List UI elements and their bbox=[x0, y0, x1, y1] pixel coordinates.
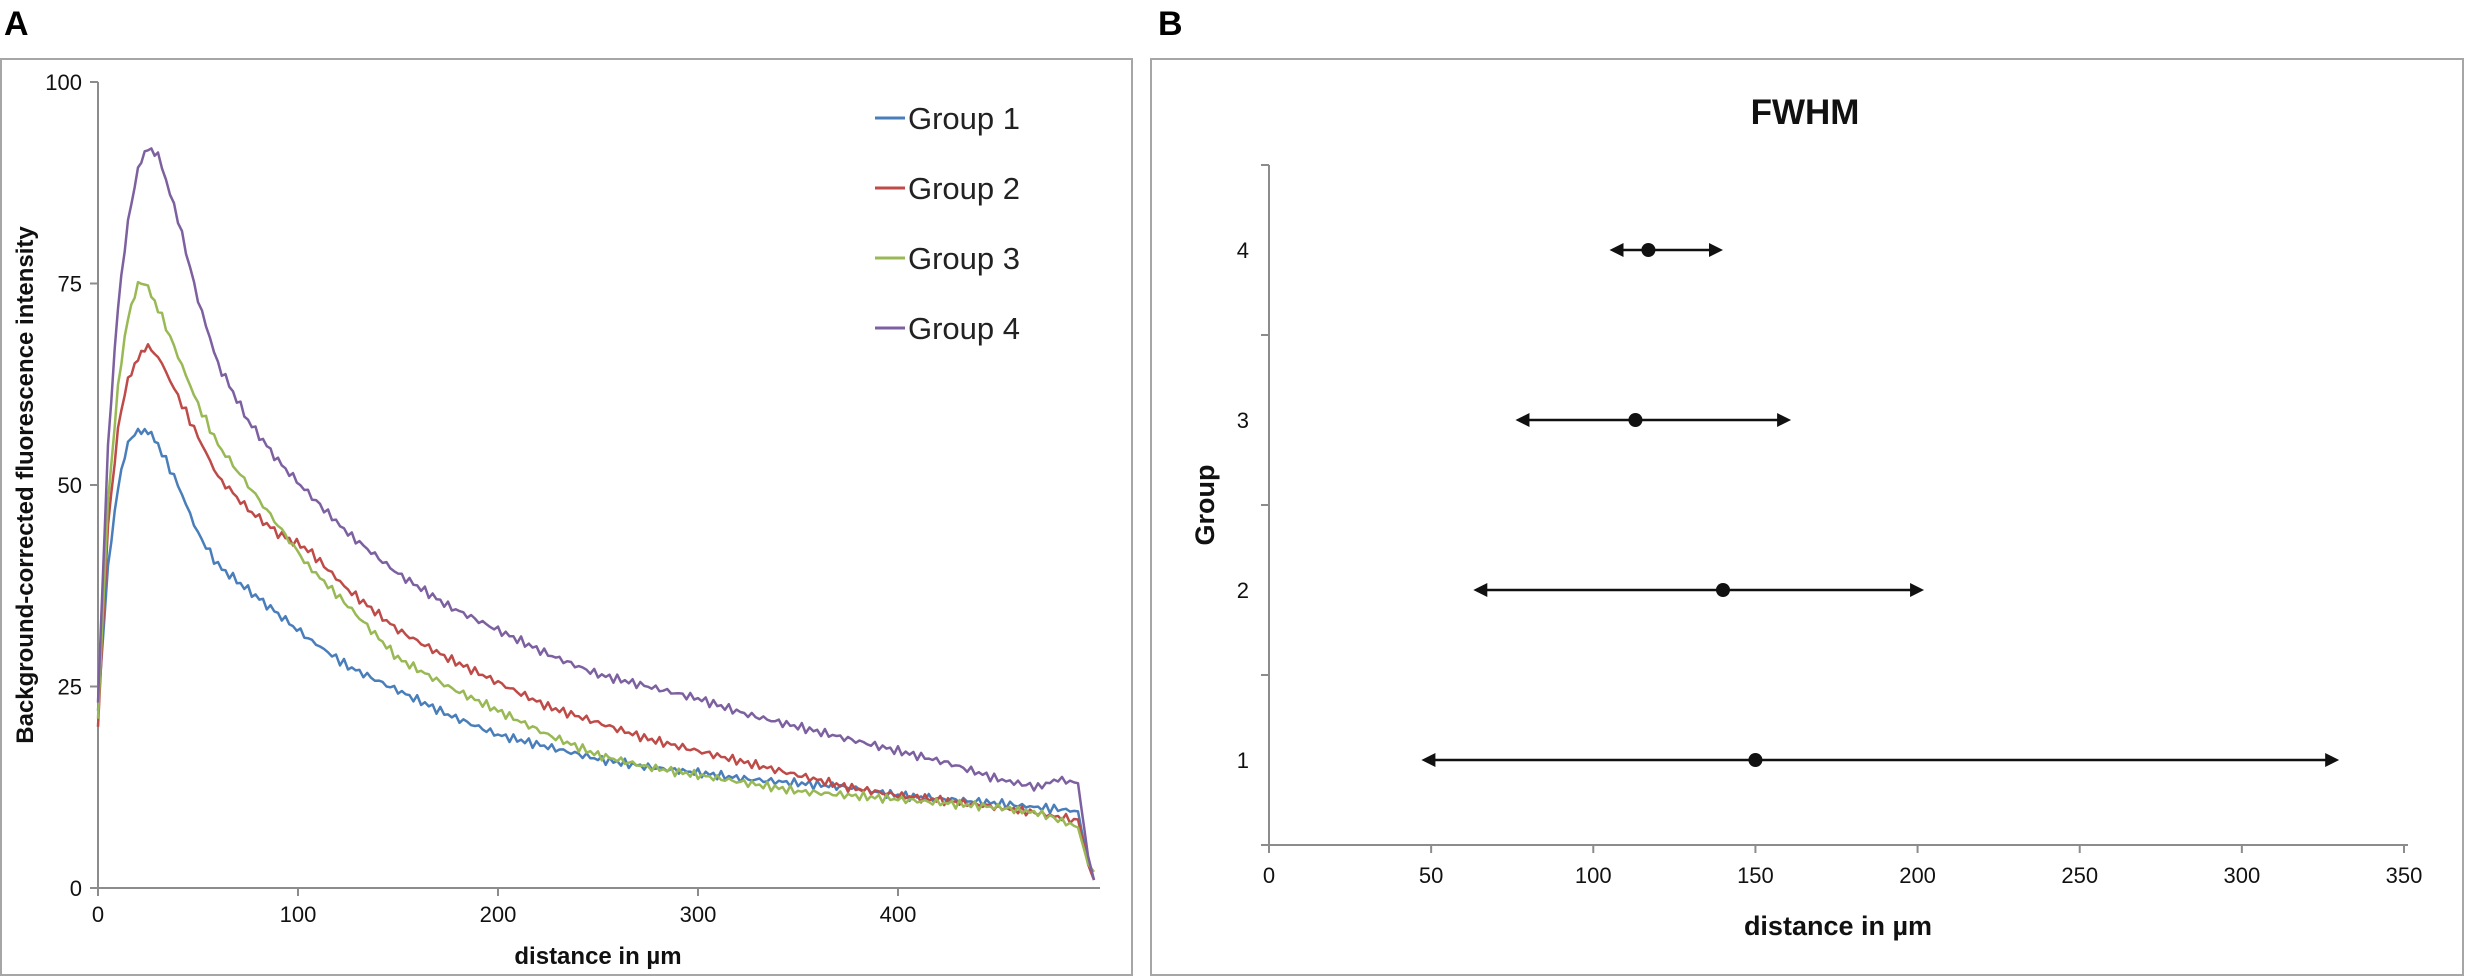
series-line-group-2 bbox=[96, 343, 1096, 881]
panel-b-y-axis-title: Group bbox=[1190, 465, 1220, 546]
panel-b-fwhm-chart: FWHM 0 50 100 150 200 250 300 350 1 2 3 4 distance … bbox=[1150, 58, 2464, 976]
panel-a-xtick-label: 200 bbox=[480, 902, 517, 927]
panel-b-xtick-label: 0 bbox=[1263, 863, 1275, 888]
error-bar-left-arrow-group-1 bbox=[1421, 753, 1436, 767]
panel-b-letter: B bbox=[1158, 5, 1183, 43]
panel-a-letter: A bbox=[4, 5, 29, 43]
panel-b-xtick-label: 250 bbox=[2061, 863, 2098, 888]
fwhm-point-group-1 bbox=[1748, 753, 1763, 767]
panel-a-ytick-label: 50 bbox=[58, 473, 82, 498]
fwhm-point-group-2 bbox=[1716, 583, 1730, 597]
panel-a-ytick-label: 0 bbox=[70, 876, 82, 901]
panel-b-xtick-label: 350 bbox=[2386, 863, 2423, 888]
panel-b-ticks: 0 50 100 150 200 250 300 350 1 2 3 4 bbox=[1237, 164, 2423, 888]
fwhm-point-group-3 bbox=[1628, 413, 1643, 427]
panel-a-x-axis-title: distance in µm bbox=[514, 943, 681, 970]
panel-b-title: FWHM bbox=[1751, 93, 1860, 132]
panel-a-legend: Group 1 Group 2 Group 3 Group 4 bbox=[875, 101, 1020, 346]
series-line-group-4 bbox=[96, 147, 1096, 881]
legend-label-group-1: Group 1 bbox=[908, 101, 1020, 136]
panel-a-y-axis-title: Background-corrected fluorescence intens… bbox=[12, 226, 39, 744]
legend-label-group-4: Group 4 bbox=[908, 311, 1020, 346]
panel-b-xtick-label: 100 bbox=[1575, 863, 1612, 888]
panel-b-xtick-label: 300 bbox=[2223, 863, 2260, 888]
panel-a-ytick-label: 100 bbox=[45, 70, 82, 95]
error-bar-left-arrow-group-4 bbox=[1609, 243, 1624, 257]
panel-b-xtick-label: 200 bbox=[1899, 863, 1936, 888]
panel-b-frame bbox=[1150, 58, 2464, 976]
panel-b-ytick-label: 3 bbox=[1237, 408, 1249, 433]
panel-b-xtick-label: 150 bbox=[1737, 863, 1774, 888]
panel-a-frame bbox=[0, 58, 1133, 976]
series-line-group-3 bbox=[96, 280, 1095, 873]
panel-a-ticks: 0 25 50 75 100 0 100 200 300 400 bbox=[45, 70, 916, 927]
panel-a-series-lines bbox=[96, 147, 1096, 881]
legend-label-group-2: Group 2 bbox=[908, 171, 1020, 206]
error-bar-right-arrow-group-1 bbox=[2325, 753, 2340, 767]
panel-b-xtick-label: 50 bbox=[1419, 863, 1443, 888]
panel-b-ytick-label: 4 bbox=[1237, 238, 1249, 263]
error-bar-right-arrow-group-3 bbox=[1777, 413, 1792, 427]
error-bar-left-arrow-group-2 bbox=[1473, 583, 1488, 597]
panel-a-ytick-label: 25 bbox=[58, 675, 82, 700]
panel-a-xtick-label: 0 bbox=[92, 902, 104, 927]
panel-a-ytick-label: 75 bbox=[58, 272, 82, 297]
panel-b-error-bars bbox=[1421, 243, 2340, 767]
series-line-group-1 bbox=[96, 427, 1096, 881]
legend-label-group-3: Group 3 bbox=[908, 241, 1020, 276]
error-bar-right-arrow-group-4 bbox=[1709, 243, 1723, 257]
fwhm-point-group-4 bbox=[1641, 243, 1656, 257]
panel-a-xtick-label: 100 bbox=[280, 902, 317, 927]
panel-b-x-axis-title: distance in µm bbox=[1744, 911, 1932, 941]
error-bar-left-arrow-group-3 bbox=[1515, 413, 1530, 427]
error-bar-right-arrow-group-2 bbox=[1910, 583, 1925, 597]
panel-a-xtick-label: 400 bbox=[880, 902, 917, 927]
panel-b-ytick-label: 1 bbox=[1237, 748, 1249, 773]
panel-b-ytick-label: 2 bbox=[1237, 578, 1249, 603]
panel-a-xtick-label: 300 bbox=[680, 902, 717, 927]
